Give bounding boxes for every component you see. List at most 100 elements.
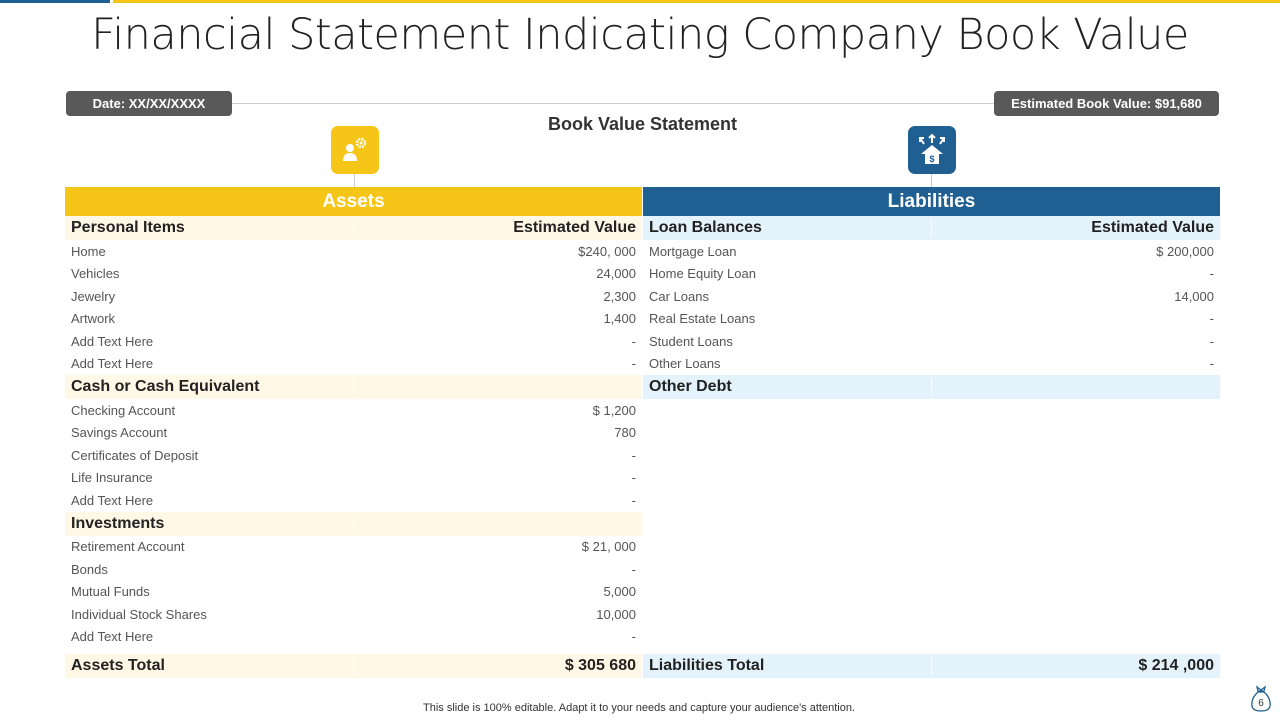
connector: [354, 174, 355, 188]
value-header: Estimated Value: [513, 219, 636, 236]
table-row: Retirement Account $ 21, 000: [65, 536, 642, 559]
section-header: Loan Balances Estimated Value: [643, 216, 1220, 240]
person-gear-icon: [331, 126, 379, 174]
item-label: Home: [71, 243, 106, 259]
item-value: -: [631, 492, 636, 508]
table-row: Other Loans -: [643, 353, 1220, 376]
table-row: Home Equity Loan -: [643, 263, 1220, 286]
item-label: Add Text Here: [71, 333, 154, 349]
item-value: 24,000: [596, 266, 636, 282]
liabilities-table: Liabilities Loan Balances Estimated Value…: [643, 187, 1220, 678]
section-title: Other Debt: [643, 378, 932, 396]
item-label: Student Loans: [649, 333, 733, 349]
book-value-badge: Estimated Book Value: $91,680: [994, 91, 1219, 116]
table-row: Add Text Here -: [65, 353, 642, 376]
item-label: Savings Account: [71, 425, 168, 441]
item-label: Add Text Here: [71, 492, 154, 508]
table-row: Add Text Here -: [65, 330, 642, 353]
item-label: Checking Account: [71, 402, 176, 418]
section-header: Other Debt: [643, 375, 1220, 399]
top-accent-blue: [0, 0, 110, 3]
table-row: Vehicles 24,000: [65, 263, 642, 286]
item-value: $240, 000: [578, 243, 636, 259]
house-dollar-icon: $: [908, 126, 956, 174]
connector: [931, 174, 932, 188]
table-row: Student Loans -: [643, 330, 1220, 353]
item-label: Car Loans: [649, 288, 709, 304]
liabilities-header: Liabilities: [643, 187, 1220, 216]
assets-total-row: Assets Total $ 305 680: [65, 654, 642, 678]
table-row: Real Estate Loans -: [643, 308, 1220, 331]
item-value: -: [1209, 356, 1214, 372]
section-title: Personal Items: [65, 219, 354, 237]
table-row: Individual Stock Shares 10,000: [65, 603, 642, 626]
item-value: 2,300: [603, 288, 636, 304]
item-label: Jewelry: [71, 288, 116, 304]
item-label: Vehicles: [71, 266, 120, 282]
item-value: -: [631, 447, 636, 463]
item-value: -: [631, 629, 636, 645]
item-value: -: [1209, 333, 1214, 349]
table-row: Add Text Here -: [65, 626, 642, 649]
liabilities-total-row: Liabilities Total $ 214 ,000: [643, 654, 1220, 678]
item-value: -: [631, 470, 636, 486]
page-title: Financial Statement Indicating Company B…: [91, 10, 1189, 60]
item-label: Retirement Account: [71, 539, 185, 555]
table-row: Bonds -: [65, 558, 642, 581]
table-row: Savings Account 780: [65, 422, 642, 445]
table-row: Add Text Here -: [65, 489, 642, 512]
item-value: -: [631, 561, 636, 577]
total-label: Assets Total: [65, 657, 354, 675]
item-value: 5,000: [603, 584, 636, 600]
item-label: Other Loans: [649, 356, 721, 372]
value-header: Estimated Value: [1091, 219, 1214, 236]
item-label: Life Insurance: [71, 470, 153, 486]
item-label: Home Equity Loan: [649, 266, 756, 282]
item-label: Individual Stock Shares: [71, 606, 207, 622]
item-value: 1,400: [603, 311, 636, 327]
footer-note: This slide is 100% editable. Adapt it to…: [423, 702, 855, 714]
table-row: Home $240, 000: [65, 240, 642, 263]
table-row: Car Loans 14,000: [643, 285, 1220, 308]
assets-table: Assets Personal Items Estimated Value Home…: [65, 187, 642, 678]
section-title: Cash or Cash Equivalent: [65, 378, 354, 396]
table-row: Mortgage Loan $ 200,000: [643, 240, 1220, 263]
item-label: Bonds: [71, 561, 108, 577]
total-label: Liabilities Total: [643, 657, 932, 675]
item-value: -: [1209, 311, 1214, 327]
total-value: $ 214 ,000: [1138, 657, 1214, 674]
item-value: $ 200,000: [1156, 243, 1214, 259]
item-value: 10,000: [596, 606, 636, 622]
item-label: Add Text Here: [71, 356, 154, 372]
item-label: Add Text Here: [71, 629, 154, 645]
item-label: Real Estate Loans: [649, 311, 756, 327]
table-row: Artwork 1,400: [65, 308, 642, 331]
total-value: $ 305 680: [564, 657, 636, 674]
section-header: Cash or Cash Equivalent: [65, 375, 642, 399]
divider: [232, 103, 1218, 104]
date-badge: Date: XX/XX/XXXX: [66, 91, 232, 116]
assets-header: Assets: [65, 187, 642, 216]
table-row: Jewelry 2,300: [65, 285, 642, 308]
item-label: Mutual Funds: [71, 584, 150, 600]
item-value: $ 21, 000: [581, 539, 636, 555]
statement-title: Book Value Statement: [547, 114, 738, 134]
section-title: Loan Balances: [643, 219, 932, 237]
item-label: Certificates of Deposit: [71, 447, 199, 463]
item-label: Artwork: [71, 311, 116, 327]
section-header: Personal Items Estimated Value: [65, 216, 642, 240]
table-row: Mutual Funds 5,000: [65, 581, 642, 604]
page-number: 6: [1258, 698, 1264, 709]
table-row: Checking Account $ 1,200: [65, 399, 642, 422]
section-title: Investments: [65, 514, 354, 533]
item-value: -: [631, 356, 636, 372]
item-value: -: [631, 333, 636, 349]
money-bag-icon: 6: [1250, 684, 1272, 717]
item-value: 14,000: [1174, 288, 1214, 304]
item-value: $ 1,200: [592, 402, 636, 418]
table-row: Life Insurance -: [65, 467, 642, 490]
item-label: Mortgage Loan: [649, 243, 737, 259]
top-accent-yellow: [113, 0, 1280, 3]
item-value: -: [1209, 266, 1214, 282]
item-value: 780: [614, 425, 636, 441]
